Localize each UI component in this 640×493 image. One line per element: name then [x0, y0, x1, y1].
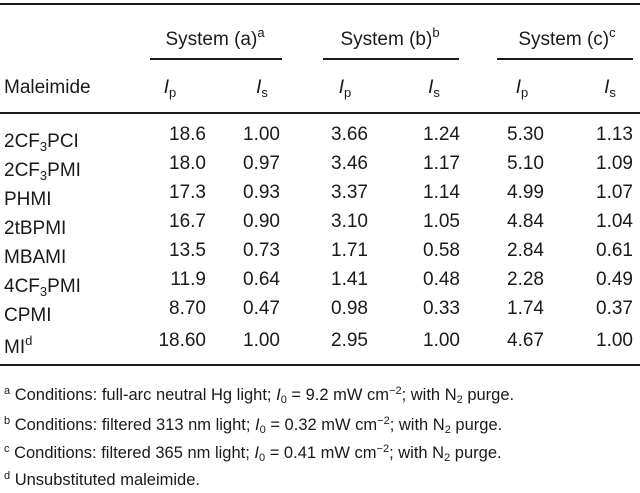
- bottom-rule: [0, 364, 640, 366]
- group-label: System (b): [340, 29, 433, 50]
- value-ip-c: 5.30: [507, 124, 544, 145]
- value-is-a: 0.90: [243, 211, 280, 232]
- maleimide-name: 2CF3PMI: [4, 160, 81, 183]
- header-rule: [0, 112, 640, 114]
- value-is-a: 0.93: [243, 182, 280, 203]
- value-ip-a: 18.60: [158, 330, 206, 351]
- value-ip-a: 17.3: [169, 182, 206, 203]
- group-underline-c: [497, 58, 633, 60]
- value-is-b: 1.00: [423, 330, 460, 351]
- value-is-c: 1.00: [596, 330, 633, 351]
- value-ip-a: 8.70: [169, 298, 206, 319]
- value-ip-a: 13.5: [169, 240, 206, 261]
- value-ip-b: 2.95: [331, 330, 368, 351]
- col-header-ip-a: Ip: [163, 77, 177, 100]
- value-ip-b: 3.37: [331, 182, 368, 203]
- maleimide-name: PHMI: [4, 189, 52, 210]
- value-ip-b: 0.98: [331, 298, 368, 319]
- value-ip-b: 1.41: [331, 269, 368, 290]
- value-is-a: 0.97: [243, 153, 280, 174]
- top-rule: [0, 3, 640, 5]
- col-header-is-a: Is: [256, 77, 268, 100]
- footnote-d: d Unsubstituted maleimide.: [4, 470, 200, 489]
- maleimide-name: MBAMI: [4, 247, 67, 268]
- footnote-c: c Conditions: filtered 365 nm light; I0 …: [4, 443, 502, 464]
- value-ip-a: 18.0: [169, 153, 206, 174]
- value-is-b: 0.33: [423, 298, 460, 319]
- value-is-c: 1.04: [596, 211, 633, 232]
- group-label: System (c): [518, 29, 610, 50]
- value-is-b: 1.17: [423, 153, 460, 174]
- footnote-mark: c: [609, 25, 616, 40]
- value-ip-c: 5.10: [507, 153, 544, 174]
- group-header-a: System (a)a: [150, 22, 280, 51]
- value-is-b: 1.05: [423, 211, 460, 232]
- value-is-b: 0.48: [423, 269, 460, 290]
- value-is-b: 1.24: [423, 124, 460, 145]
- footnote-mark: b: [432, 25, 440, 40]
- group-header-b: System (b)b: [325, 22, 455, 51]
- value-ip-a: 11.9: [170, 269, 206, 290]
- col-header-is-b: Is: [428, 77, 440, 100]
- value-ip-b: 3.46: [331, 153, 368, 174]
- value-is-c: 1.07: [596, 182, 633, 203]
- value-is-a: 1.00: [243, 124, 280, 145]
- value-is-a: 0.47: [243, 298, 280, 319]
- group-underline-a: [150, 58, 282, 60]
- value-ip-c: 1.74: [507, 298, 544, 319]
- maleimide-name: MId: [4, 333, 33, 358]
- maleimide-name: CPMI: [4, 305, 52, 326]
- value-ip-c: 2.84: [507, 240, 544, 261]
- maleimide-name: 2CF3PCI: [4, 131, 79, 154]
- col-header-is-c: Is: [604, 77, 616, 100]
- value-is-c: 0.61: [596, 240, 633, 261]
- maleimide-name: 4CF3PMI: [4, 276, 81, 299]
- group-header-c: System (c)c: [502, 22, 632, 51]
- value-is-c: 1.09: [596, 153, 633, 174]
- group-label: System (a): [165, 29, 258, 50]
- col-header-ip-c: Ip: [515, 77, 529, 100]
- value-is-b: 1.14: [423, 182, 460, 203]
- col-header-ip-b: Ip: [338, 77, 352, 100]
- value-is-a: 1.00: [243, 330, 280, 351]
- footnote-mark: a: [257, 25, 265, 40]
- footnote-b: b Conditions: filtered 313 nm light; I0 …: [4, 415, 503, 436]
- row-header-label: Maleimide: [4, 77, 91, 98]
- maleimide-name: 2tBPMI: [4, 218, 67, 239]
- value-is-c: 0.37: [596, 298, 633, 319]
- footnote-a: a Conditions: full-arc neutral Hg light;…: [4, 385, 515, 406]
- value-ip-a: 18.6: [169, 124, 206, 145]
- value-ip-c: 2.28: [507, 269, 544, 290]
- value-ip-c: 4.67: [507, 330, 544, 351]
- value-ip-b: 3.66: [331, 124, 368, 145]
- value-ip-c: 4.84: [507, 211, 544, 232]
- group-underline-b: [323, 58, 459, 60]
- value-is-c: 0.49: [596, 269, 633, 290]
- value-ip-b: 3.10: [331, 211, 368, 232]
- value-ip-a: 16.7: [169, 211, 206, 232]
- value-ip-b: 1.71: [331, 240, 368, 261]
- value-is-a: 0.73: [243, 240, 280, 261]
- value-ip-c: 4.99: [507, 182, 544, 203]
- value-is-a: 0.64: [243, 269, 280, 290]
- value-is-b: 0.58: [423, 240, 460, 261]
- value-is-c: 1.13: [596, 124, 633, 145]
